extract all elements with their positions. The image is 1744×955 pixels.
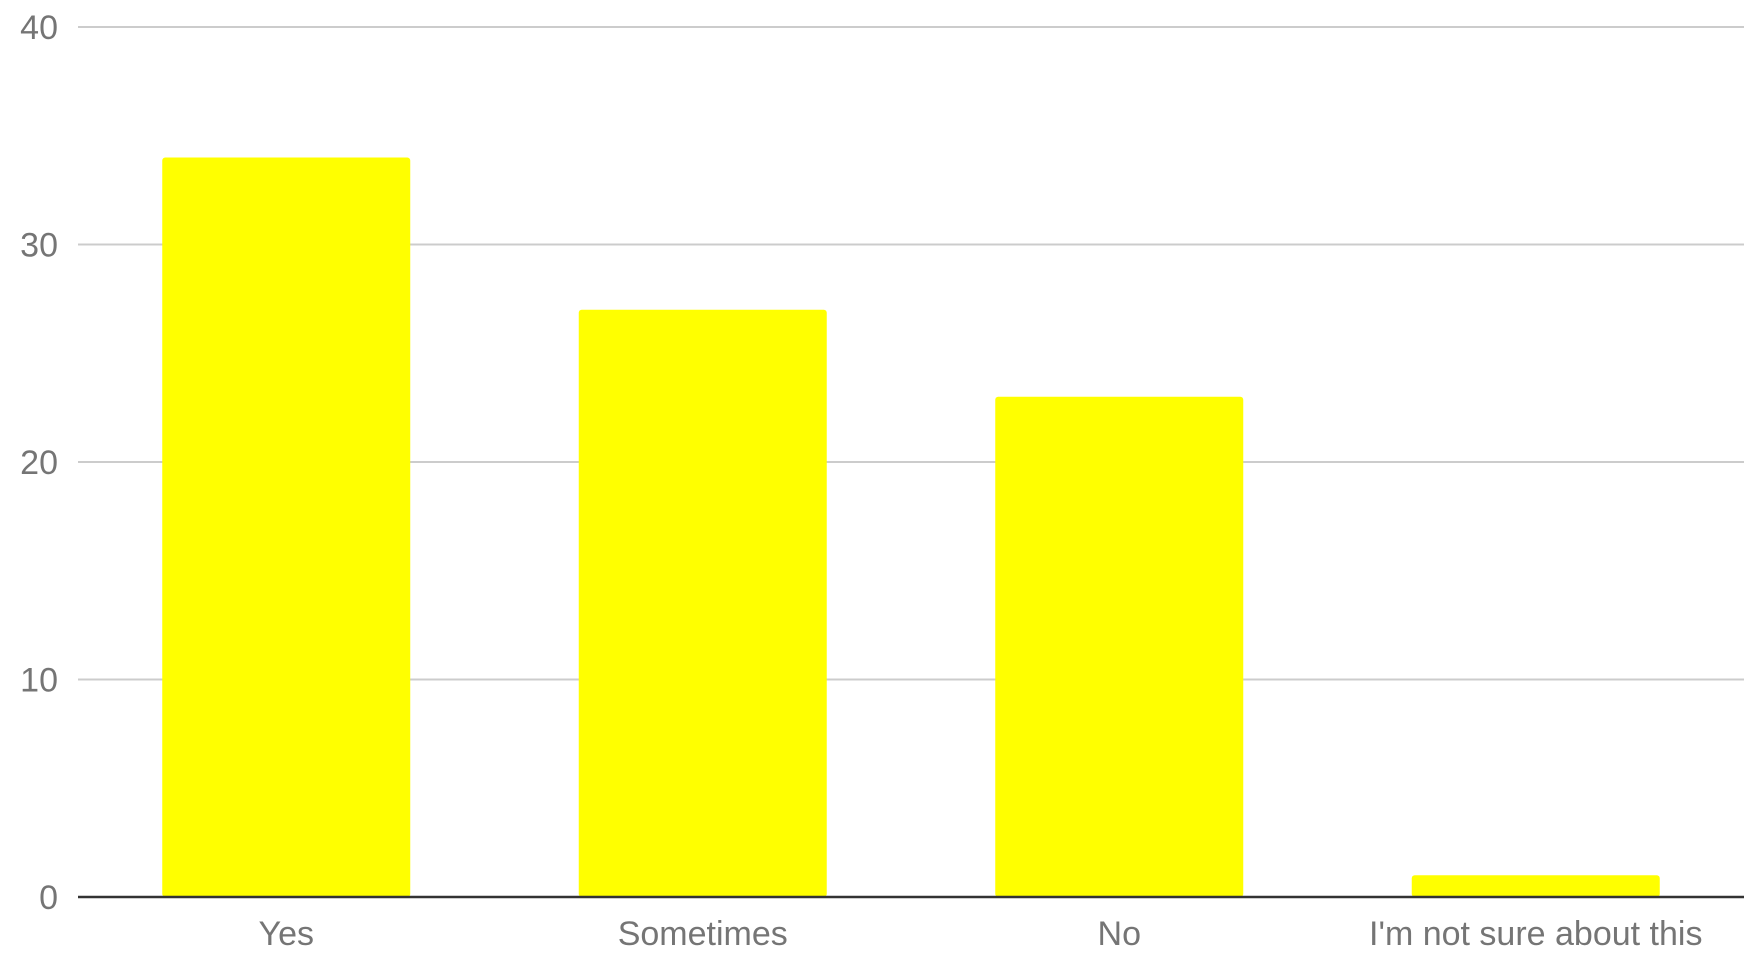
bars (162, 157, 1660, 897)
bar-i-m-not-sure-about-this (1411, 875, 1660, 897)
x-axis-labels: Yes Sometimes No I'm not sure about this (259, 915, 1703, 953)
bar-yes (162, 157, 411, 897)
x-category-label: Yes (259, 915, 314, 953)
y-tick-label: 0 (39, 879, 58, 917)
y-axis-ticks: 0 10 20 30 40 (20, 9, 58, 917)
x-category-label: I'm not sure about this (1369, 915, 1702, 953)
x-category-label: Sometimes (618, 915, 788, 953)
y-tick-label: 20 (20, 444, 58, 482)
bar-sometimes (578, 309, 827, 897)
y-tick-label: 10 (20, 662, 58, 700)
y-tick-label: 30 (20, 227, 58, 265)
x-category-label: No (1098, 915, 1141, 953)
bar-no (995, 396, 1244, 897)
y-tick-label: 40 (20, 9, 58, 47)
